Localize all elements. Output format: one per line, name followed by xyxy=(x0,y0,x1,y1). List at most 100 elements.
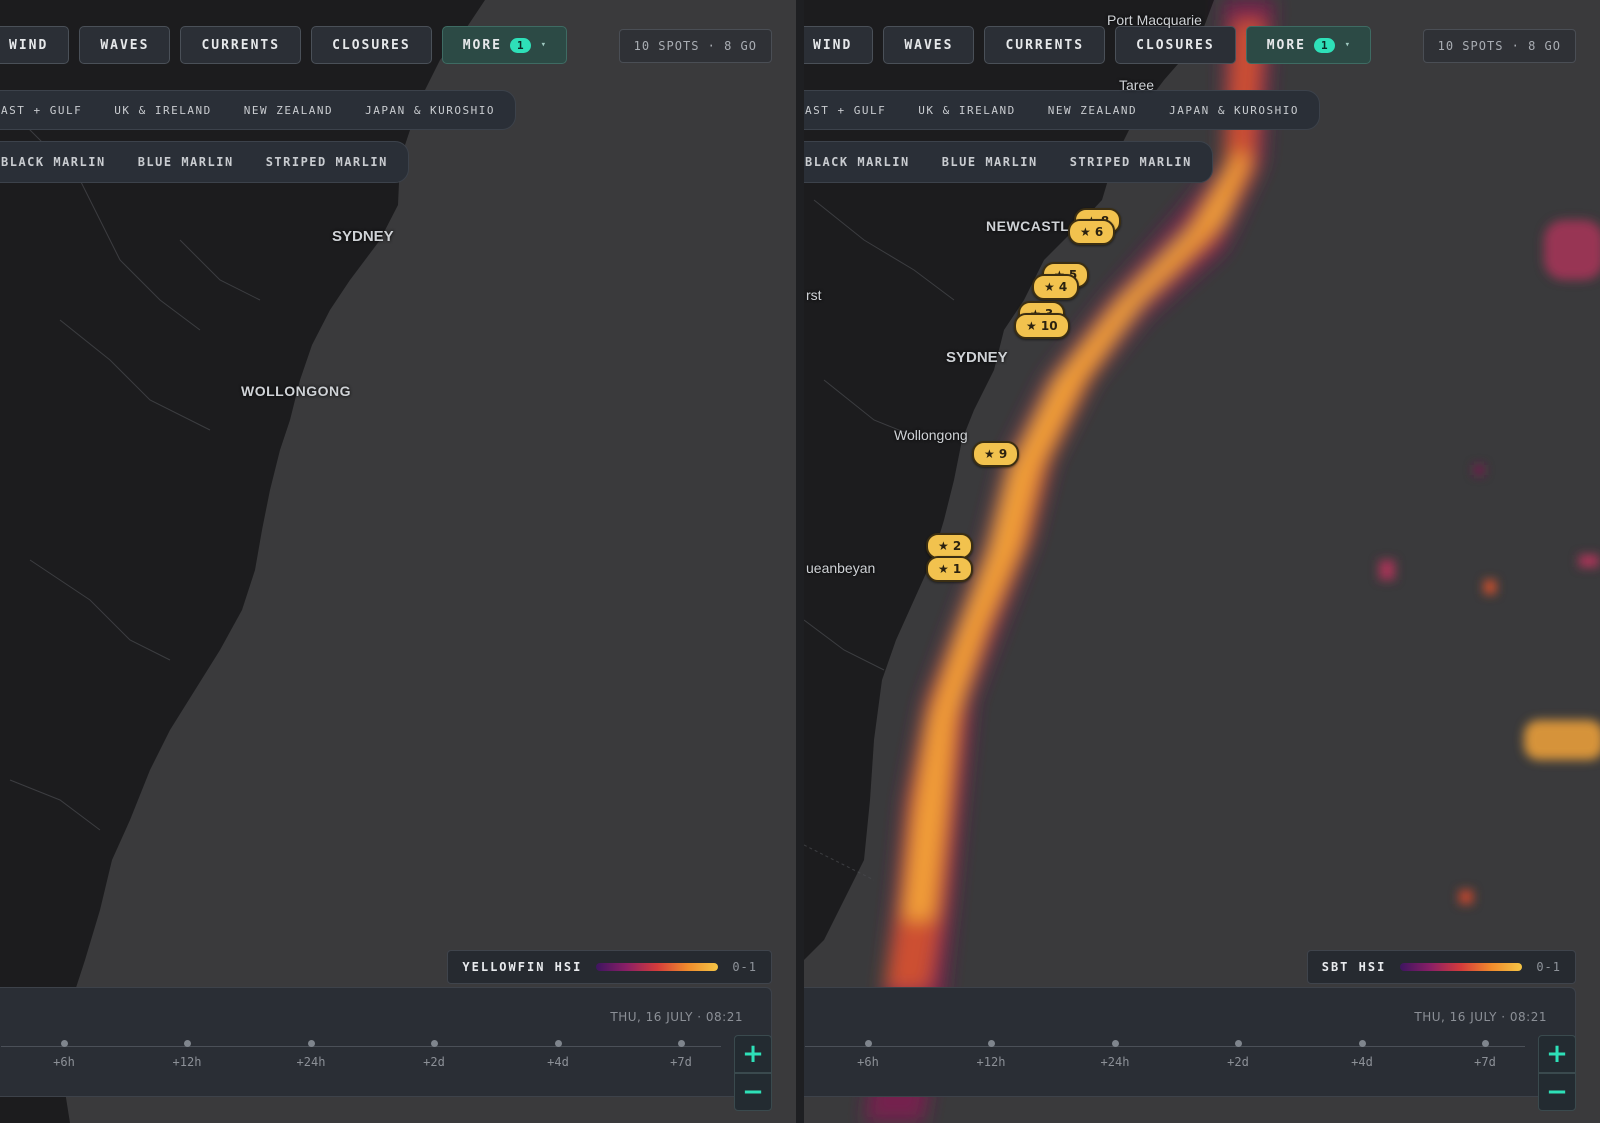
species-chip[interactable]: BLUE MARLIN xyxy=(137,155,234,169)
waves-button[interactable]: WAVES xyxy=(79,26,171,64)
timeline-tick[interactable]: +4d xyxy=(1332,1040,1392,1069)
tick-dot-icon xyxy=(677,1040,685,1047)
spot-marker[interactable]: ★ 2 xyxy=(926,533,974,559)
more-count-badge: 1 xyxy=(1314,37,1335,53)
more-label: MORE xyxy=(462,37,503,53)
zoom-in-button[interactable]: + xyxy=(734,1035,772,1073)
tick-dot-icon xyxy=(1358,1040,1366,1047)
layer-toolbar: WIND WAVES CURRENTS CLOSURES MORE 1 ▾ xyxy=(0,26,568,64)
region-chip[interactable]: NEW ZEALAND xyxy=(1047,103,1138,117)
spot-marker[interactable]: ★ 9 xyxy=(972,441,1020,467)
coastline-land xyxy=(804,0,1214,960)
timeline-tick[interactable]: +24h xyxy=(281,1040,341,1069)
wind-button[interactable]: WIND xyxy=(0,26,70,64)
closures-button[interactable]: CLOSURES xyxy=(1115,26,1236,64)
timeline-tick[interactable]: +12h xyxy=(157,1040,217,1069)
region-chip[interactable]: UK & IRELAND xyxy=(114,103,212,117)
species-chip[interactable]: STRIPED MARLIN xyxy=(1069,155,1192,169)
region-chip[interactable]: UK & IRELAND xyxy=(918,103,1016,117)
wind-button[interactable]: WIND xyxy=(804,26,874,64)
timeline-tick[interactable]: +2d xyxy=(404,1040,464,1069)
timeline-tick[interactable]: +24h xyxy=(1085,1040,1145,1069)
map-panel-sbt[interactable]: WIND WAVES CURRENTS CLOSURES MORE 1 ▾ 10… xyxy=(804,0,1600,1123)
timeline-tick[interactable]: +2d xyxy=(1208,1040,1268,1069)
map-panel-yellowfin[interactable]: WIND WAVES CURRENTS CLOSURES MORE 1 ▾ 1 0… xyxy=(0,0,796,1123)
species-chip[interactable]: BLACK MARLIN xyxy=(805,155,910,169)
split-divider[interactable] xyxy=(796,0,804,1123)
timeline-tick[interactable]: +7d xyxy=(1455,1040,1515,1069)
more-button[interactable]: MORE 1 ▾ xyxy=(441,26,568,64)
tick-dot-icon xyxy=(1481,1040,1489,1047)
spots-summary: 10 SPOTS · 8 GO xyxy=(1422,29,1576,63)
tick-dot-icon xyxy=(864,1040,872,1047)
city-label: NEWCASTL xyxy=(986,218,1070,234)
city-label: Port Macquarie xyxy=(1107,12,1202,28)
tick-dot-icon xyxy=(1111,1040,1119,1047)
currents-label: CURRENTS xyxy=(1005,37,1085,53)
tick-dot-icon xyxy=(307,1040,315,1047)
spot-marker[interactable]: ★ 4 xyxy=(1032,274,1080,300)
legend-label: SBT HSI xyxy=(1321,960,1387,974)
timeline-tick[interactable]: +7d xyxy=(651,1040,711,1069)
species-chip[interactable]: STRIPED MARLIN xyxy=(265,155,388,169)
timeline-tick[interactable]: +4d xyxy=(528,1040,588,1069)
currents-button[interactable]: CURRENTS xyxy=(984,26,1106,64)
closures-label: CLOSURES xyxy=(1136,37,1215,53)
hsi-legend: SBT HSI 0-1 xyxy=(1306,950,1576,984)
region-chip[interactable]: JAPAN & KUROSHIO xyxy=(1169,103,1300,117)
city-label: ueanbeyan xyxy=(806,560,876,576)
legend-gradient xyxy=(1400,963,1523,971)
spot-marker[interactable]: ★ 6 xyxy=(1068,219,1116,245)
city-label: Taree xyxy=(1119,77,1155,93)
tick-dot-icon xyxy=(430,1040,438,1047)
species-selector: BLACK MARLIN BLUE MARLIN STRIPED MARLIN xyxy=(0,141,409,183)
region-chip[interactable]: NEW ZEALAND xyxy=(243,103,334,117)
tick-dot-icon xyxy=(60,1040,68,1047)
zoom-out-button[interactable]: − xyxy=(734,1073,772,1111)
legend-range: 0-1 xyxy=(1536,960,1561,974)
tick-dot-icon xyxy=(1234,1040,1242,1047)
species-chip[interactable]: BLACK MARLIN xyxy=(1,155,106,169)
timeline-track[interactable] xyxy=(805,1046,1525,1047)
region-chip[interactable]: AST + GULF xyxy=(805,103,887,117)
legend-range: 0-1 xyxy=(732,960,757,974)
waves-label: WAVES xyxy=(100,37,150,53)
chevron-down-icon: ▾ xyxy=(1344,40,1351,50)
wind-label: WIND xyxy=(9,37,49,53)
layer-toolbar: WIND WAVES CURRENTS CLOSURES MORE 1 ▾ xyxy=(804,26,1372,64)
legend-gradient xyxy=(596,963,719,971)
timeline-tick[interactable]: +6h xyxy=(838,1040,898,1069)
city-label: WOLLONGONG xyxy=(241,383,351,399)
more-label: MORE xyxy=(1266,37,1307,53)
zoom-out-button[interactable]: − xyxy=(1538,1073,1576,1111)
currents-button[interactable]: CURRENTS xyxy=(180,26,302,64)
closures-button[interactable]: CLOSURES xyxy=(311,26,432,64)
forecast-timeline[interactable]: THU, 16 JULY · 08:21 +6h +12h +24h +2d +… xyxy=(0,987,772,1097)
closures-label: CLOSURES xyxy=(332,37,411,53)
legend-label: YELLOWFIN HSI xyxy=(462,960,583,974)
zoom-in-button[interactable]: + xyxy=(1538,1035,1576,1073)
more-count-badge: 1 xyxy=(510,37,531,53)
city-label: SYDNEY xyxy=(946,349,1008,366)
city-label: rst xyxy=(806,287,822,303)
forecast-timeline[interactable]: THU, 16 JULY · 08:21 +6h +12h +24h +2d +… xyxy=(804,987,1576,1097)
region-chip[interactable]: JAPAN & KUROSHIO xyxy=(365,103,496,117)
currents-label: CURRENTS xyxy=(201,37,281,53)
map-canvas-left[interactable] xyxy=(0,0,796,1123)
region-chip[interactable]: AST + GULF xyxy=(1,103,83,117)
spot-marker[interactable]: ★ 1 xyxy=(926,556,974,582)
hsi-heat-band xyxy=(864,0,1274,1123)
species-selector: BLACK MARLIN BLUE MARLIN STRIPED MARLIN xyxy=(804,141,1213,183)
city-label: Wollongong xyxy=(894,427,968,443)
coastline-land xyxy=(0,0,485,1123)
species-chip[interactable]: BLUE MARLIN xyxy=(941,155,1038,169)
timeline-tick[interactable]: +6h xyxy=(34,1040,94,1069)
chevron-down-icon: ▾ xyxy=(540,40,547,50)
more-button[interactable]: MORE 1 ▾ xyxy=(1245,26,1372,64)
timeline-tick[interactable]: +12h xyxy=(961,1040,1021,1069)
waves-button[interactable]: WAVES xyxy=(883,26,975,64)
timeline-track[interactable] xyxy=(1,1046,721,1047)
tick-dot-icon xyxy=(183,1040,191,1047)
spot-marker[interactable]: ★ 10 xyxy=(1014,313,1070,339)
waves-label: WAVES xyxy=(904,37,954,53)
